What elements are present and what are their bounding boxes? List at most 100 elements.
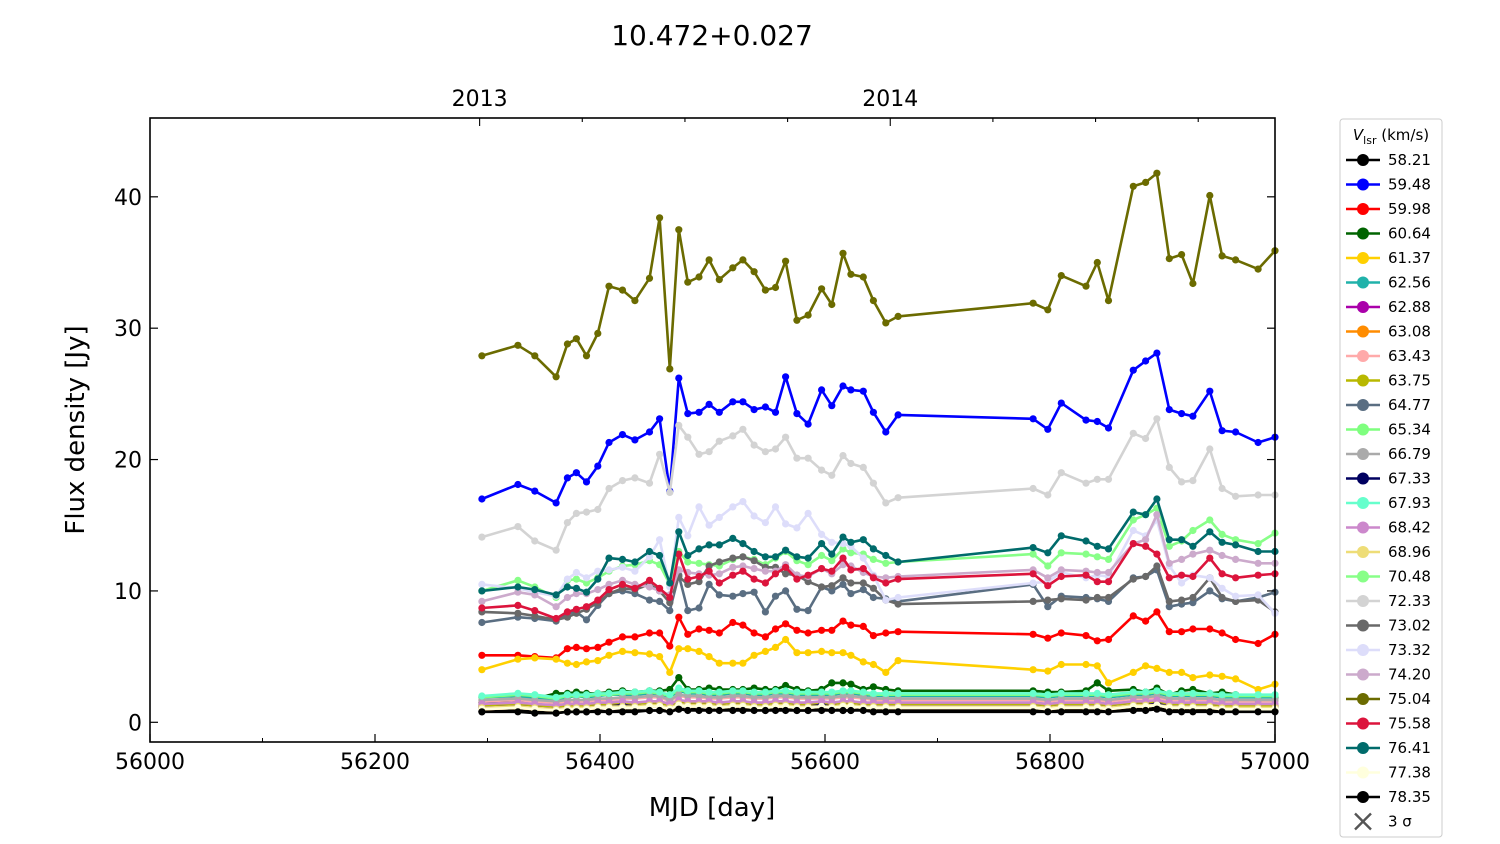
data-point <box>859 622 867 631</box>
legend-swatch-marker <box>1357 644 1369 656</box>
series-line-72.33 <box>481 417 1275 552</box>
data-point <box>1178 596 1186 604</box>
data-point <box>750 268 758 276</box>
data-point <box>793 575 801 583</box>
data-point <box>882 551 890 560</box>
data-point <box>1153 550 1161 558</box>
data-point <box>1142 688 1150 696</box>
data-point <box>1082 596 1090 604</box>
data-point <box>839 382 847 390</box>
data-point <box>847 270 855 278</box>
data-point <box>666 642 674 650</box>
data-point <box>631 474 639 482</box>
data-point <box>1165 406 1173 414</box>
data-point <box>782 546 790 554</box>
data-point <box>1142 572 1150 581</box>
data-point <box>1232 428 1240 436</box>
legend-swatch-marker <box>1357 546 1369 558</box>
data-point <box>804 454 812 462</box>
data-point <box>715 513 723 522</box>
data-point <box>750 547 758 556</box>
data-point <box>1178 251 1186 259</box>
data-point <box>1082 282 1090 290</box>
data-point <box>645 629 654 637</box>
legend-item: 70.48 <box>1346 568 1431 586</box>
data-point <box>1254 639 1262 648</box>
data-point <box>1093 662 1101 670</box>
data-point <box>847 651 855 659</box>
data-point <box>729 706 737 715</box>
data-point <box>695 578 703 586</box>
data-point <box>1218 252 1226 260</box>
y-tick-label: 20 <box>114 449 142 474</box>
legend-label: 75.58 <box>1388 715 1431 733</box>
data-point <box>859 579 867 587</box>
data-point <box>859 565 867 573</box>
data-point <box>618 688 627 696</box>
data-point <box>782 706 790 715</box>
legend-swatch-marker <box>1357 521 1369 534</box>
data-point <box>818 706 826 715</box>
data-point <box>839 617 847 625</box>
data-point <box>771 445 780 453</box>
data-point <box>1029 299 1037 307</box>
data-point <box>1029 415 1037 423</box>
data-point <box>666 599 674 607</box>
legend-label-sigma: 3 σ <box>1388 813 1412 831</box>
legend-swatch-marker <box>1357 399 1369 411</box>
data-point <box>705 688 713 696</box>
data-point <box>782 570 790 578</box>
data-point <box>859 273 867 281</box>
data-point <box>847 692 855 700</box>
data-point <box>882 319 890 327</box>
data-point <box>684 532 692 540</box>
data-point <box>1254 691 1262 699</box>
legend-item: 73.32 <box>1346 641 1431 659</box>
data-point <box>645 596 654 604</box>
data-point <box>1104 708 1113 716</box>
data-point <box>618 431 627 439</box>
legend-swatch-marker <box>1357 742 1369 754</box>
data-point <box>828 582 836 590</box>
data-point <box>695 706 703 715</box>
data-point <box>705 706 713 715</box>
data-point <box>572 575 581 583</box>
legend-swatch-marker <box>1357 154 1369 166</box>
data-point <box>594 575 602 583</box>
data-point <box>818 688 826 696</box>
data-point <box>739 425 747 433</box>
legend-swatch-marker <box>1357 203 1369 215</box>
data-point <box>1218 708 1226 716</box>
legend-label: 59.48 <box>1388 176 1431 194</box>
data-point <box>859 586 867 594</box>
data-point <box>514 576 522 585</box>
data-point <box>771 706 780 715</box>
data-point <box>739 553 747 561</box>
data-point <box>1129 526 1137 535</box>
data-point <box>1093 542 1101 550</box>
data-point <box>1218 551 1226 560</box>
data-point <box>804 571 812 579</box>
data-point <box>715 579 723 587</box>
data-point <box>1178 410 1186 418</box>
data-point <box>631 688 639 696</box>
data-point <box>882 708 890 716</box>
data-point <box>582 616 591 624</box>
data-point <box>645 274 654 282</box>
data-point <box>684 580 692 589</box>
data-point <box>839 249 847 257</box>
data-point <box>572 469 581 477</box>
data-point <box>695 687 703 695</box>
x-tick-label: 56200 <box>340 750 410 775</box>
data-point <box>1165 628 1173 636</box>
data-point <box>882 668 890 677</box>
data-point <box>1029 579 1037 587</box>
data-point <box>847 687 855 695</box>
data-point <box>695 692 703 700</box>
axes: 56000 56200 56400 56600 56800 57000 0 10 20 30 40 2… <box>114 87 1310 775</box>
data-point <box>869 632 878 640</box>
data-point <box>684 551 692 560</box>
data-point <box>1165 255 1173 263</box>
data-point <box>793 524 801 532</box>
data-point <box>1189 599 1197 607</box>
